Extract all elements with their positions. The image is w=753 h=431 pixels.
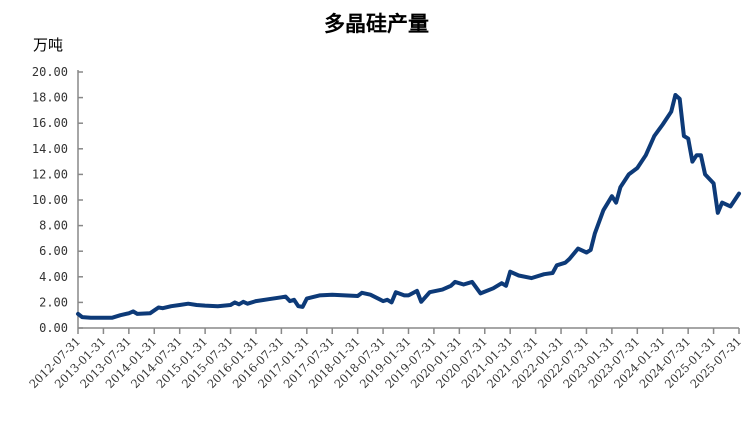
- y-tick-label: 14.00: [32, 142, 68, 156]
- y-tick-label: 8.00: [39, 219, 68, 233]
- y-tick-label: 20.00: [32, 65, 68, 79]
- y-tick-label: 4.00: [39, 270, 68, 284]
- series-line: [76, 93, 741, 320]
- y-tick-label: 16.00: [32, 116, 68, 130]
- y-tick-label: 18.00: [32, 91, 68, 105]
- y-tick-label: 2.00: [39, 295, 68, 309]
- y-tick-label: 0.00: [39, 321, 68, 335]
- y-tick-label: 12.00: [32, 167, 68, 181]
- y-tick-label: 6.00: [39, 244, 68, 258]
- chart-title: 多晶硅产量: [324, 11, 429, 36]
- y-tick-label: 10.00: [32, 193, 68, 207]
- y-axis-label: 万吨: [33, 36, 64, 54]
